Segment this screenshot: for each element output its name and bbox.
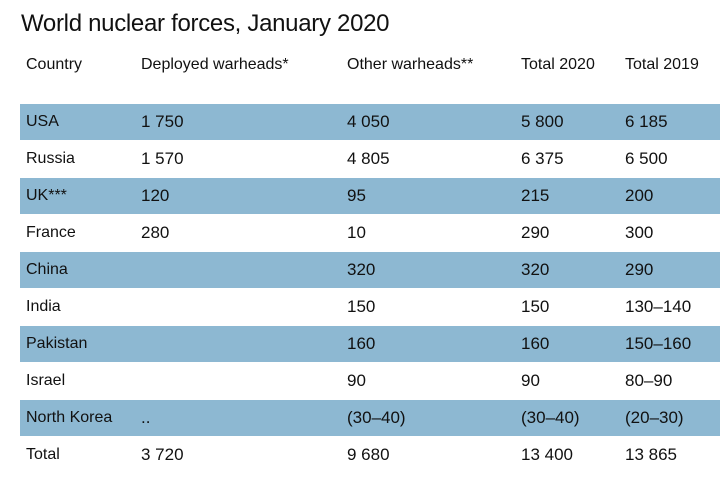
cell-total-2020: 215 xyxy=(515,177,619,215)
cell-total-2019: 150–160 xyxy=(619,325,720,363)
header-spacer xyxy=(20,83,720,104)
cell-total-2020: 90 xyxy=(515,362,619,400)
table-row: France 280 10 290 300 xyxy=(20,214,720,252)
cell-total-2020: 5 800 xyxy=(515,103,619,141)
cell-country: Russia xyxy=(20,140,135,178)
cell-total-2019: 13 865 xyxy=(619,436,720,474)
column-header-country: Country xyxy=(26,56,83,73)
cell-country: Total xyxy=(20,436,135,474)
cell-country: France xyxy=(20,214,135,252)
cell-deployed-warheads xyxy=(135,288,341,326)
column-header-total-2019: Total 2019 xyxy=(625,56,699,73)
cell-country: North Korea xyxy=(20,399,135,437)
table-row: Pakistan 160 160 150–160 xyxy=(20,325,720,363)
nuclear-forces-table: Country Deployed warheads* Other warhead… xyxy=(20,47,720,474)
cell-total-2019: 80–90 xyxy=(619,362,720,400)
cell-deployed-warheads xyxy=(135,251,341,289)
cell-country: India xyxy=(20,288,135,326)
column-header-other-warheads: Other warheads** xyxy=(347,56,474,73)
cell-other-warheads: 4 050 xyxy=(341,103,515,141)
cell-other-warheads: 4 805 xyxy=(341,140,515,178)
cell-total-2019: 130–140 xyxy=(619,288,720,326)
table-row: Russia 1 570 4 805 6 375 6 500 xyxy=(20,140,720,178)
cell-total-2020: 13 400 xyxy=(515,436,619,474)
table-row: USA 1 750 4 050 5 800 6 185 xyxy=(20,103,720,141)
cell-total-2019: 6 185 xyxy=(619,103,720,141)
table-title: World nuclear forces, January 2020 xyxy=(21,10,390,37)
cell-country: Israel xyxy=(20,362,135,400)
table-row: Israel 90 90 80–90 xyxy=(20,362,720,400)
cell-other-warheads: 320 xyxy=(341,251,515,289)
cell-deployed-warheads: 280 xyxy=(135,214,341,252)
cell-other-warheads: (30–40) xyxy=(341,399,515,437)
cell-deployed-warheads: 1 570 xyxy=(135,140,341,178)
table-row: China 320 320 290 xyxy=(20,251,720,289)
cell-total-2020: 320 xyxy=(515,251,619,289)
cell-other-warheads: 90 xyxy=(341,362,515,400)
table-row: UK*** 120 95 215 200 xyxy=(20,177,720,215)
table-row: India 150 150 130–140 xyxy=(20,288,720,326)
cell-country: USA xyxy=(20,103,135,141)
header-row: Country Deployed warheads* Other warhead… xyxy=(20,47,720,83)
column-header-deployed-warheads: Deployed warheads* xyxy=(141,56,289,73)
cell-total-2019: (20–30) xyxy=(619,399,720,437)
table-row: North Korea.. (30–40) (30–40) (20–30) xyxy=(20,399,720,437)
cell-total-2019: 300 xyxy=(619,214,720,252)
cell-total-2020: 6 375 xyxy=(515,140,619,178)
column-header-total-2020: Total 2020 xyxy=(521,56,595,73)
cell-deployed-warheads: 1 750 xyxy=(135,103,341,141)
spacer-cell xyxy=(20,83,720,104)
cell-other-warheads: 160 xyxy=(341,325,515,363)
cell-other-warheads: 9 680 xyxy=(341,436,515,474)
cell-total-2019: 6 500 xyxy=(619,140,720,178)
cell-total-2020: 150 xyxy=(515,288,619,326)
cell-deployed-warheads xyxy=(135,362,341,400)
table-body: USA 1 750 4 050 5 800 6 185 Russia 1 570 4 805 6… xyxy=(20,103,720,474)
cell-other-warheads: 95 xyxy=(341,177,515,215)
cell-deployed-warheads: 3 720 xyxy=(135,436,341,474)
cell-country: China xyxy=(20,251,135,289)
cell-country: UK*** xyxy=(20,177,135,215)
cell-deployed-warheads: .. xyxy=(135,399,341,437)
cell-deployed-warheads: 120 xyxy=(135,177,341,215)
cell-country: Pakistan xyxy=(20,325,135,363)
cell-total-2020: (30–40) xyxy=(515,399,619,437)
cell-total-2020: 290 xyxy=(515,214,619,252)
cell-total-2019: 290 xyxy=(619,251,720,289)
total-row: Total 3 720 9 680 13 400 13 865 xyxy=(20,436,720,474)
cell-deployed-warheads xyxy=(135,325,341,363)
cell-total-2019: 200 xyxy=(619,177,720,215)
cell-other-warheads: 10 xyxy=(341,214,515,252)
cell-total-2020: 160 xyxy=(515,325,619,363)
cell-other-warheads: 150 xyxy=(341,288,515,326)
